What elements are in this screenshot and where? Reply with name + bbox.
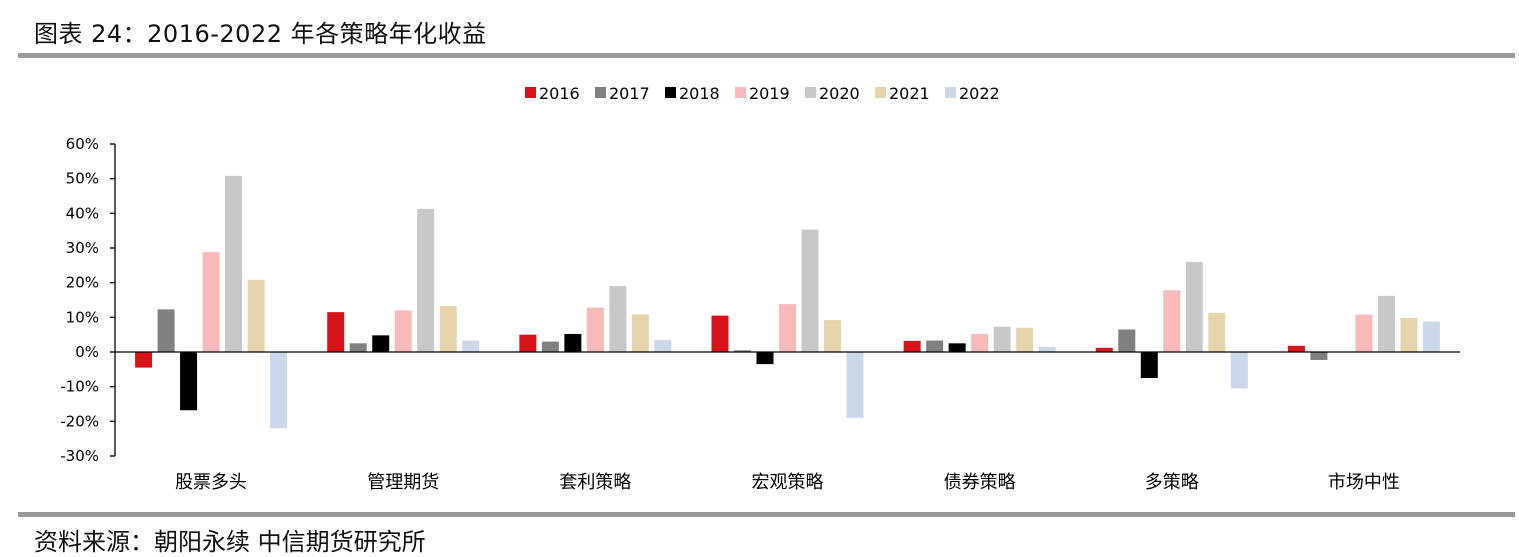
- bar-2017-1: [157, 309, 175, 352]
- bars: [135, 175, 1440, 429]
- legend-label-2020: 2020: [819, 84, 860, 103]
- bar-2020-2: [417, 208, 435, 352]
- bar-2022-6: [1230, 352, 1248, 389]
- bar-2022-3: [654, 339, 672, 352]
- x-category-label: 宏观策略: [752, 472, 824, 493]
- legend-swatch-2021: [875, 87, 886, 98]
- bar-2020-4: [801, 229, 819, 352]
- y-tick-label: 0%: [75, 343, 99, 361]
- bar-2021-6: [1208, 312, 1226, 352]
- bar-2017-2: [349, 343, 367, 352]
- y-tick-label: 10%: [66, 308, 99, 326]
- bar-2021-7: [1400, 318, 1418, 352]
- bar-chart: 2016 2017 2018 2019 2020 2021 2022 60% 50% 40% 30…: [60, 84, 1460, 493]
- bar-2022-1: [270, 352, 288, 429]
- legend-label-2019: 2019: [749, 84, 790, 103]
- bar-2018-2: [372, 335, 390, 352]
- source-note: 资料来源：朝阳永续 中信期货研究所: [34, 528, 426, 556]
- x-category-label: 管理期货: [367, 472, 439, 493]
- bar-2017-4: [734, 350, 751, 352]
- bar-2022-4: [846, 352, 864, 418]
- bar-2022-7: [1422, 321, 1440, 352]
- bar-2020-7: [1377, 295, 1395, 352]
- bar-2021-4: [824, 320, 841, 352]
- bar-2019-3: [586, 307, 604, 352]
- bar-2018-5: [948, 343, 966, 352]
- legend-swatch-2018: [665, 87, 676, 98]
- bar-2016-7: [1287, 345, 1305, 352]
- bar-2019-7: [1355, 314, 1373, 352]
- bar-2016-1: [135, 352, 153, 368]
- bar-2019-6: [1163, 290, 1181, 352]
- legend-swatch-2022: [945, 87, 956, 98]
- bar-2019-4: [779, 304, 796, 352]
- top-divider: [18, 53, 1515, 58]
- y-tick-label: 60%: [66, 135, 99, 153]
- x-category-label: 股票多头: [175, 472, 247, 493]
- bar-2016-2: [327, 312, 345, 352]
- y-tick-label: 50%: [66, 170, 99, 188]
- bar-2022-2: [462, 340, 480, 352]
- bar-2021-1: [247, 279, 265, 352]
- y-axis: 60% 50% 40% 30% 20% 10% 0% -10% -20% -30%: [60, 135, 116, 465]
- bar-2018-3: [564, 333, 582, 352]
- chart-legend: 2016 2017 2018 2019 2020 2021 2022: [525, 84, 1000, 103]
- bar-2019-2: [394, 310, 412, 352]
- x-category-label: 套利策略: [559, 472, 631, 493]
- bar-2016-4: [711, 315, 729, 352]
- bar-2021-2: [439, 305, 457, 352]
- bar-2017-5: [926, 340, 944, 352]
- bar-2020-6: [1185, 261, 1203, 352]
- bar-2018-6: [1140, 352, 1158, 378]
- x-category-label: 债券策略: [944, 472, 1016, 493]
- legend-swatch-2019: [735, 87, 746, 98]
- bar-2017-7: [1310, 352, 1328, 360]
- y-tick-label: -20%: [60, 412, 99, 430]
- bar-2020-1: [225, 175, 243, 352]
- legend-label-2022: 2022: [959, 84, 1000, 103]
- legend-swatch-2017: [595, 87, 606, 98]
- x-category-label: 多策略: [1145, 472, 1199, 493]
- y-tick-label: -30%: [60, 447, 99, 465]
- bar-2016-5: [903, 340, 921, 352]
- legend-swatch-2016: [525, 87, 536, 98]
- legend-label-2018: 2018: [679, 84, 720, 103]
- bar-2021-5: [1016, 327, 1034, 352]
- bar-2020-5: [993, 326, 1011, 352]
- bar-2016-3: [519, 334, 537, 352]
- bar-2019-1: [202, 252, 220, 352]
- y-tick-label: 40%: [66, 204, 99, 222]
- bar-2021-3: [631, 314, 649, 352]
- figure-title: 图表 24：2016-2022 年各策略年化收益: [34, 20, 487, 48]
- legend-swatch-2020: [805, 87, 816, 98]
- legend-label-2017: 2017: [609, 84, 650, 103]
- bar-2022-5: [1038, 346, 1056, 352]
- bar-2017-3: [541, 341, 559, 352]
- bar-2020-3: [609, 286, 627, 352]
- y-tick-label: 20%: [66, 274, 99, 292]
- bottom-divider: [18, 512, 1515, 517]
- legend-label-2021: 2021: [889, 84, 930, 103]
- y-tick-label: -10%: [60, 378, 99, 396]
- x-axis: 股票多头 管理期货 套利策略 宏观策略 债券策略 多策略 市场中性: [115, 351, 1460, 493]
- y-tick-label: 30%: [66, 239, 99, 257]
- legend-label-2016: 2016: [539, 84, 580, 103]
- bar-2016-6: [1095, 347, 1113, 352]
- bar-2017-6: [1118, 329, 1136, 352]
- bar-2018-4: [756, 352, 774, 365]
- bar-2018-1: [180, 352, 198, 411]
- x-category-label: 市场中性: [1328, 472, 1400, 493]
- bar-2019-5: [971, 333, 989, 352]
